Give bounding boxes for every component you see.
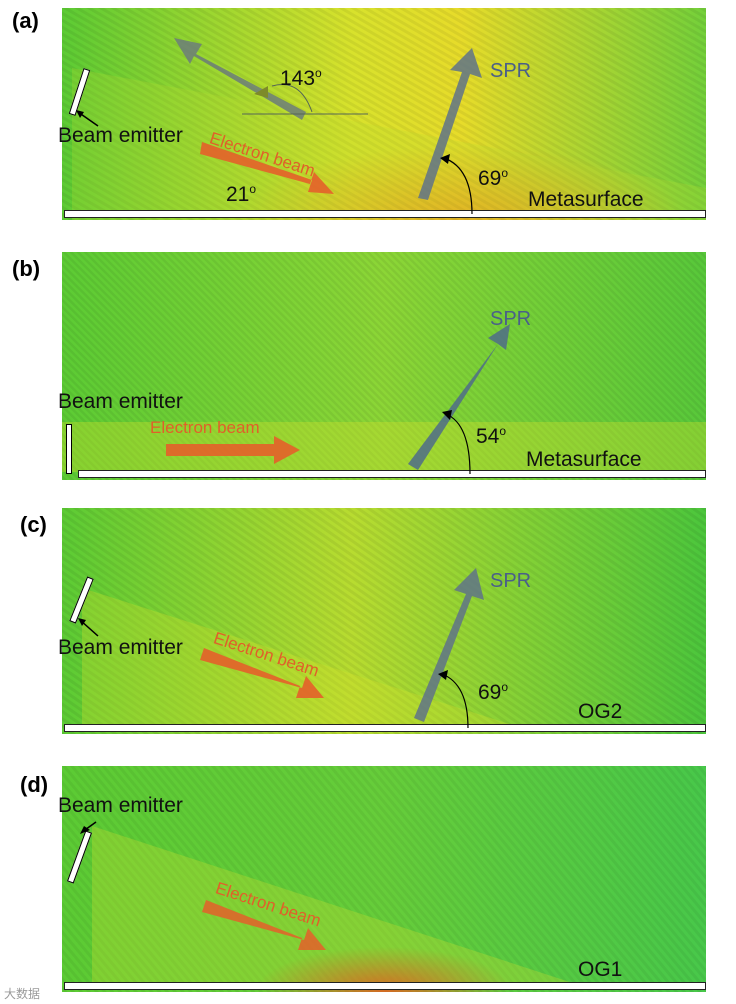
field-map [62, 8, 706, 220]
emitter-label: Beam emitter [58, 390, 183, 413]
panel-b: (b) Beam emitter [0, 250, 736, 490]
emitter-label: Beam emitter [58, 124, 183, 147]
spr-label: SPR [490, 570, 532, 592]
og1-grating-strip [64, 982, 706, 990]
panel-label: (a) [12, 8, 39, 33]
surface-label: Metasurface [526, 448, 642, 471]
field-map [62, 252, 706, 480]
arrows-overlay [80, 821, 326, 950]
angle-spr-label: 69o [478, 680, 509, 704]
panel-a: (a) [0, 0, 736, 240]
panel-c: (c) B [0, 500, 736, 740]
surface-label: Metasurface [528, 188, 644, 211]
arrows-overlay [78, 568, 484, 729]
emitter-label: Beam emitter [58, 636, 183, 659]
panel-label: (d) [20, 772, 49, 797]
surface-label: OG2 [578, 700, 623, 723]
arrows-overlay [166, 324, 510, 475]
panel-label: (c) [20, 512, 47, 537]
angle-beam-label: 21o [226, 182, 257, 206]
angle-back-label: 143o [280, 66, 322, 90]
angle-spr-label: 54o [476, 424, 507, 448]
beam-emitter-icon [66, 424, 72, 474]
field-map [62, 508, 706, 734]
spr-label: SPR [490, 60, 532, 82]
og2-grating-strip [64, 724, 706, 732]
surface-label: OG1 [578, 958, 623, 981]
metasurface-strip [78, 470, 706, 478]
angle-spr-label: 69o [478, 166, 509, 190]
spr-label: SPR [490, 308, 532, 330]
emitter-label: Beam emitter [58, 794, 183, 817]
panel-label: (b) [12, 256, 41, 281]
electron-beam-label: Electron beam [150, 418, 260, 437]
watermark: 大数据 [4, 987, 41, 1001]
field-map [62, 766, 706, 992]
metasurface-strip [64, 210, 706, 218]
panel-d: (d) [0, 760, 736, 1000]
arrows-overlay [76, 38, 482, 215]
